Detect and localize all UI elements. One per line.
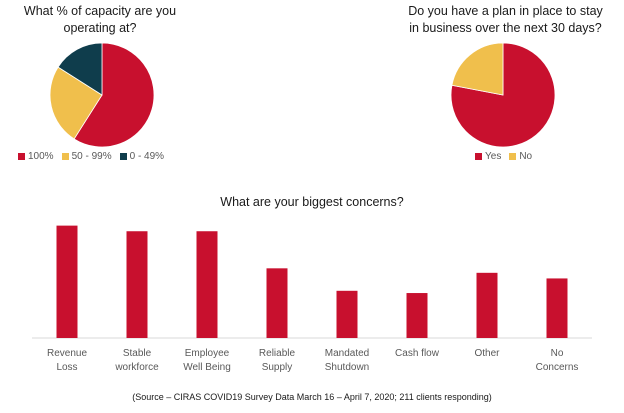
bar-category-label-6: Cash flow (387, 347, 447, 361)
bar-title: What are your biggest concerns? (0, 194, 624, 211)
bar-category-label-2: Stable workforce (107, 347, 167, 375)
pie1-legend-label-1: 100% (28, 151, 54, 162)
pie2-chart (450, 42, 556, 148)
bar-category-label-3-line-2: Well Being (183, 362, 231, 373)
bar-category-label-4: Reliable Supply (247, 347, 307, 375)
pie1-chart (49, 42, 155, 148)
pie1-legend-label-2: 50 - 99% (71, 151, 112, 162)
bar-category-label-4-line-1: Reliable (258, 348, 296, 359)
pie2-legend-swatch-2 (509, 153, 517, 160)
bar-8 (546, 278, 568, 338)
pie2-slice-2 (451, 42, 504, 96)
bar-6 (406, 293, 428, 338)
bar-4 (266, 268, 288, 338)
bar-category-label-2-line-2: workforce (115, 362, 159, 373)
pie2-legend-label-1: Yes (485, 151, 502, 162)
pie2-title-line-2: in business over the next 30 days? (409, 21, 602, 35)
pie1-slice-2 (49, 66, 103, 140)
pie1-legend-item-3: 0 - 49% (119, 151, 165, 162)
pie2-legend-label-2: No (519, 151, 533, 162)
bar-3 (196, 231, 218, 338)
pie1-legend-swatch-1 (18, 153, 25, 160)
pie1-legend-label-3: 0 - 49% (129, 151, 165, 162)
pie1-title-line-1: What % of capacity are you (23, 4, 177, 18)
pie1-legend-swatch-3 (119, 153, 127, 160)
pie1-title-line-2: operating at? (63, 21, 137, 35)
bar-5 (336, 290, 358, 338)
pie2-legend-swatch-1 (475, 153, 482, 160)
bar-chart (32, 225, 592, 339)
pie1-legend: 100% 50 - 99% 0 - 49% (18, 151, 172, 162)
bar-category-label-1-line-2: Loss (56, 362, 78, 373)
pie2-title-line-1: Do you have a plan in place to stay (408, 4, 603, 18)
bar-7 (476, 272, 498, 338)
pie1-legend-item-2: 50 - 99% (61, 151, 112, 162)
bar-category-label-1: Revenue Loss (37, 347, 97, 375)
pie2-legend: Yes No (475, 151, 540, 162)
pie1-legend-swatch-2 (61, 153, 69, 160)
bar-category-label-3-line-1: Employee (184, 348, 230, 359)
bar-category-label-4-line-2: Supply (261, 362, 293, 373)
bar-category-label-8-line-2: Concerns (535, 362, 579, 373)
pie1-title: What % of capacity are you operating at? (0, 3, 200, 37)
pie1-legend-item-1: 100% (18, 151, 54, 162)
pie2-title: Do you have a plan in place to stay in b… (398, 3, 613, 37)
bar-title-text: What are your biggest concerns? (220, 195, 404, 209)
bar-category-label-5-line-2: Shutdown (324, 362, 370, 373)
bar-category-label-8-line-1: No (550, 348, 564, 359)
source-note: (Source – CIRAS COVID19 Survey Data Marc… (132, 392, 492, 402)
bar-category-label-7-line-1: Other (474, 348, 500, 359)
pie2-legend-item-2: No (509, 151, 532, 162)
bar-category-label-2-line-1: Stable (122, 348, 152, 359)
bar-category-label-5-line-1: Mandated (324, 348, 370, 359)
bar-category-label-1-line-1: Revenue (46, 348, 88, 359)
bar-category-label-5: Mandated Shutdown (317, 347, 377, 375)
bar-1 (56, 225, 78, 338)
bar-category-label-6-line-1: Cash flow (395, 348, 439, 359)
bar-2 (126, 231, 148, 338)
bar-category-label-3: Employee Well Being (177, 347, 237, 375)
pie1-slice-3 (57, 42, 103, 96)
bar-category-label-8: No Concerns (527, 347, 587, 375)
bar-category-label-7: Other (457, 347, 517, 361)
pie2-legend-item-1: Yes (475, 151, 501, 162)
pie1-slice-1 (73, 42, 155, 148)
